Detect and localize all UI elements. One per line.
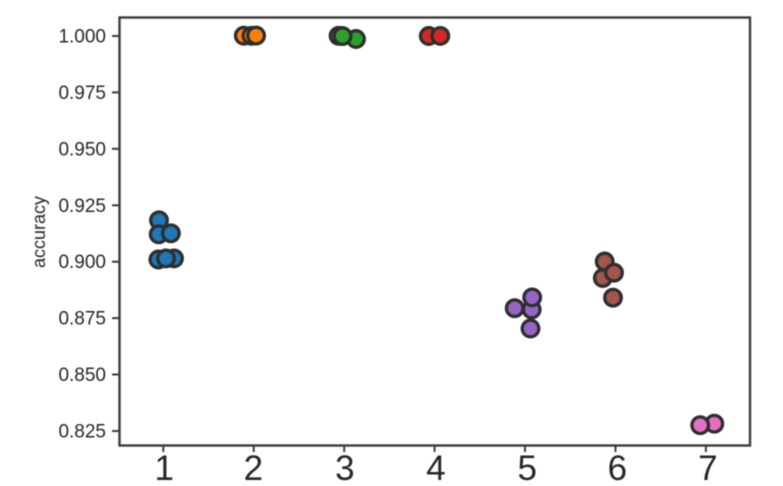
svg-text:3: 3 xyxy=(335,449,354,486)
svg-text:1: 1 xyxy=(154,449,173,486)
svg-text:1.000: 1.000 xyxy=(58,27,106,48)
svg-text:0.975: 0.975 xyxy=(58,83,106,104)
svg-text:5: 5 xyxy=(517,449,536,486)
svg-text:0.850: 0.850 xyxy=(58,365,106,386)
svg-text:2: 2 xyxy=(244,449,263,486)
svg-text:7: 7 xyxy=(698,449,717,486)
svg-text:0.950: 0.950 xyxy=(58,139,106,160)
svg-text:6: 6 xyxy=(608,449,627,486)
svg-text:0.900: 0.900 xyxy=(58,252,106,273)
svg-text:0.875: 0.875 xyxy=(58,309,106,330)
svg-text:0.825: 0.825 xyxy=(58,422,106,443)
svg-text:0.925: 0.925 xyxy=(58,196,106,217)
svg-text:4: 4 xyxy=(426,449,445,486)
svg-text:accuracy: accuracy xyxy=(29,196,49,268)
